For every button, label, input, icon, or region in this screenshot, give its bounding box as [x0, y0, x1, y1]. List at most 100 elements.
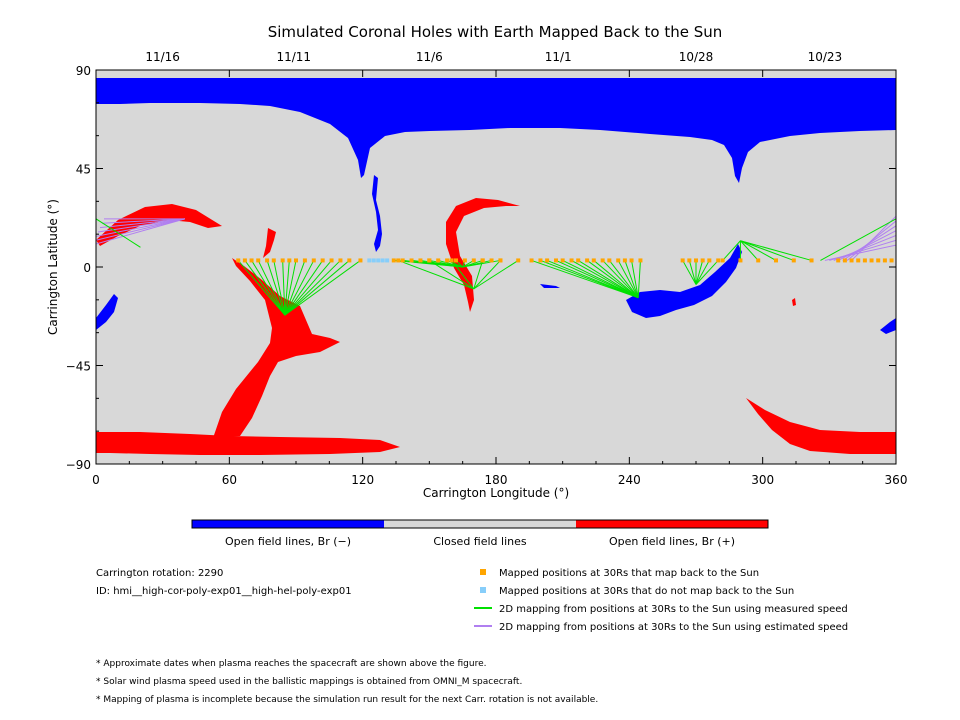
mapped-point — [700, 258, 705, 263]
estimated-mapping-line — [833, 235, 896, 261]
mapped-point — [716, 258, 721, 263]
colorbar-segment — [576, 520, 768, 528]
measured-mapping-line — [473, 260, 519, 290]
x-tick-label: 360 — [885, 473, 908, 487]
mapped-point — [454, 258, 458, 263]
legend: Mapped positions at 30Rs that map back t… — [474, 568, 848, 633]
mapped-point — [842, 258, 847, 263]
mapped-point — [498, 258, 503, 263]
mapped-point — [862, 258, 867, 263]
measured-mapping-line — [586, 260, 639, 299]
mapped-point — [256, 258, 261, 263]
measured-mapping-line — [631, 260, 639, 298]
colorbar: Open field lines, Br (−) Closed field lin… — [191, 519, 769, 548]
measured-mapping-line — [266, 260, 286, 316]
unmapped-point — [371, 258, 376, 263]
measured-mapping-line — [531, 259, 639, 299]
legend-label: 2D mapping from positions at 30Rs to the… — [499, 604, 848, 615]
measured-mapping-line — [608, 260, 639, 298]
mapped-point — [287, 258, 292, 263]
measured-mapping-line — [617, 260, 639, 298]
mapped-point — [329, 258, 334, 263]
mapped-point — [347, 258, 352, 263]
negative-hole-center — [626, 244, 742, 318]
estimated-mapping-line — [829, 239, 896, 261]
legend-marker — [480, 569, 486, 575]
mapped-point — [607, 258, 612, 263]
measured-mapping-line — [244, 260, 286, 316]
measured-mapping-line — [820, 218, 896, 261]
mapped-point — [882, 258, 887, 263]
date-tick-label: 11/11 — [276, 50, 311, 64]
measured-mapping-line — [740, 240, 759, 261]
positive-hole-small-hook — [263, 228, 276, 258]
negative-hole-left-edge — [96, 294, 118, 330]
measured-mapping-line — [284, 260, 332, 316]
measured-mapping-line — [438, 259, 463, 268]
measured-mapping-line — [637, 260, 641, 298]
mapped-positions — [236, 258, 894, 263]
mapped-point — [271, 258, 276, 263]
mapping-lines — [96, 215, 896, 316]
mapped-point — [489, 258, 494, 263]
mapped-point — [756, 258, 761, 263]
carrington-rotation-label: Carrington rotation: 2290 — [96, 568, 223, 579]
mapped-point — [338, 258, 343, 263]
mapped-point — [791, 258, 796, 263]
mapped-point — [569, 258, 574, 263]
south-hole-right — [746, 398, 896, 454]
mapped-point — [358, 258, 363, 263]
negative-hole-small-1 — [540, 284, 560, 288]
mapped-point — [480, 258, 485, 263]
measured-mapping-line — [251, 260, 286, 316]
measured-mapping-line — [546, 259, 639, 299]
negative-strand — [372, 175, 382, 252]
measured-mapping-line — [284, 260, 297, 316]
note-incomplete: * Mapping of plasma is incomplete becaus… — [96, 695, 598, 705]
mapped-point — [516, 258, 521, 263]
measured-mapping-line — [284, 260, 315, 316]
mapped-point — [694, 258, 698, 263]
colorbar-label: Open field lines, Br (+) — [609, 535, 735, 548]
mapped-point — [320, 258, 325, 263]
coronal-hole-map — [96, 78, 896, 455]
mapped-point — [720, 258, 725, 263]
measured-mapping-line — [593, 260, 639, 299]
date-tick-label: 11/6 — [416, 50, 443, 64]
x-axis-title: Carrington Longitude (°) — [423, 486, 569, 500]
estimated-mapping-line — [96, 218, 185, 237]
mapped-point — [616, 258, 621, 263]
unmapped-point — [380, 258, 385, 263]
mapped-point — [396, 258, 401, 263]
mapped-point — [529, 258, 534, 263]
y-tick-label: −45 — [66, 360, 91, 374]
measured-mapping-line — [562, 259, 639, 299]
mapped-point — [809, 258, 814, 263]
unmapped-point — [367, 258, 372, 263]
mapped-point — [576, 258, 581, 263]
mapped-point — [554, 258, 558, 263]
mapped-point — [869, 258, 874, 263]
date-tick-label: 10/28 — [679, 50, 714, 64]
measured-mapping-line — [722, 240, 741, 261]
estimated-mapping-line — [96, 218, 186, 241]
mapped-point — [400, 258, 405, 263]
measured-mapping-line — [577, 260, 639, 299]
measured-mapping-line — [257, 260, 286, 316]
unmapped-point — [376, 258, 381, 263]
measured-mapping-line — [740, 240, 794, 261]
legend-label: Mapped positions at 30Rs that map back t… — [499, 568, 759, 579]
x-tick-label: 240 — [618, 473, 641, 487]
measured-mapping-line — [682, 260, 697, 285]
mapped-point — [738, 258, 743, 263]
estimated-mapping-line — [96, 218, 186, 245]
measured-mapping-line — [284, 260, 306, 316]
measured-mapping-line — [282, 260, 286, 316]
legend-label: 2D mapping from positions at 30Rs to the… — [499, 622, 848, 633]
note-speed: * Solar wind plasma speed used in the ba… — [96, 677, 522, 687]
measured-mapping-line — [688, 260, 697, 285]
measured-mapping-line — [429, 260, 475, 290]
positive-extension-hole — [213, 258, 340, 438]
mapped-point — [856, 258, 861, 263]
